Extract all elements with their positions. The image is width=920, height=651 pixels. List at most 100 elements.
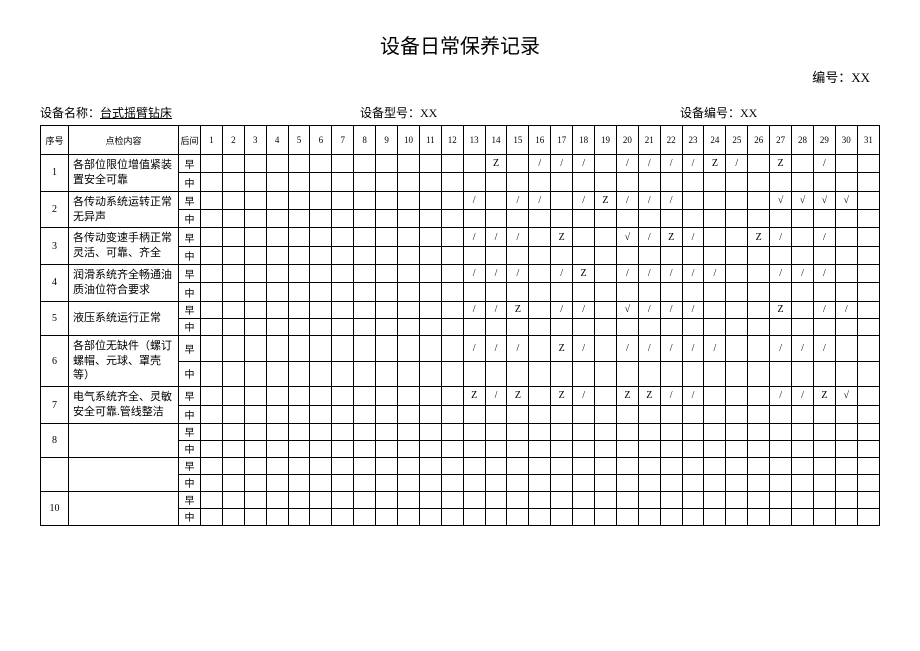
cell-mark — [857, 228, 879, 246]
cell-mark — [704, 440, 726, 457]
cell-mark: √ — [616, 301, 638, 318]
cell-mark — [726, 361, 748, 387]
cell-mark — [551, 361, 573, 387]
table-row: 6各部位无缺件（螺订螺帽、元球、罩壳等）早///Z///////// — [41, 335, 880, 361]
cell-mark — [266, 361, 288, 387]
cell-mark — [266, 440, 288, 457]
equip-model-label: 设备型号： — [360, 106, 420, 120]
cell-mark — [288, 491, 310, 508]
cell-mark — [222, 440, 244, 457]
th-day: 8 — [354, 126, 376, 155]
cell-mark — [201, 508, 223, 525]
cell-mark — [682, 283, 704, 301]
cell-mark: / — [551, 265, 573, 283]
cell-mark: / — [682, 228, 704, 246]
cell-mark — [507, 173, 529, 191]
cell-mark: / — [507, 228, 529, 246]
cell-mark — [419, 265, 441, 283]
cell-mark — [835, 457, 857, 474]
th-day: 9 — [376, 126, 398, 155]
cell-mark — [660, 440, 682, 457]
cell-shift-mid: 中 — [179, 508, 201, 525]
cell-mark — [354, 387, 376, 405]
cell-mark — [266, 191, 288, 209]
cell-mark — [660, 457, 682, 474]
cell-mark — [222, 265, 244, 283]
cell-mark — [398, 457, 420, 474]
th-day: 16 — [529, 126, 551, 155]
cell-mark — [595, 301, 617, 318]
cell-mark: / — [682, 387, 704, 405]
cell-mark — [857, 173, 879, 191]
cell-mark — [376, 361, 398, 387]
table-row: 10早 — [41, 491, 880, 508]
cell-mark — [485, 246, 507, 264]
cell-mark — [813, 457, 835, 474]
cell-mark — [638, 283, 660, 301]
table-row: 早 — [41, 457, 880, 474]
cell-mark — [507, 440, 529, 457]
cell-mark — [748, 423, 770, 440]
cell-mark: / — [638, 228, 660, 246]
th-day: 10 — [398, 126, 420, 155]
cell-mark — [222, 301, 244, 318]
cell-mark — [288, 265, 310, 283]
cell-mark — [244, 210, 266, 228]
cell-mark: / — [485, 265, 507, 283]
cell-mark — [835, 318, 857, 335]
cell-mark — [310, 335, 332, 361]
cell-mark — [857, 440, 879, 457]
cell-shift-mid: 中 — [179, 283, 201, 301]
cell-mark — [376, 283, 398, 301]
cell-mark: / — [463, 301, 485, 318]
cell-mark — [507, 210, 529, 228]
cell-mark — [857, 335, 879, 361]
th-day: 17 — [551, 126, 573, 155]
cell-mark — [792, 423, 814, 440]
cell-mark: / — [660, 155, 682, 173]
cell-mark — [419, 423, 441, 440]
cell-mark — [354, 335, 376, 361]
cell-mark — [704, 246, 726, 264]
cell-seq: 5 — [41, 301, 69, 335]
cell-mark — [244, 508, 266, 525]
cell-mark: / — [813, 301, 835, 318]
cell-mark — [310, 265, 332, 283]
cell-mark — [616, 423, 638, 440]
cell-shift-morning: 早 — [179, 457, 201, 474]
th-day: 15 — [507, 126, 529, 155]
cell-mark — [507, 491, 529, 508]
cell-mark — [310, 405, 332, 423]
cell-mark — [507, 508, 529, 525]
cell-mark — [310, 474, 332, 491]
cell-mark — [310, 361, 332, 387]
cell-mark — [748, 283, 770, 301]
cell-mark — [638, 440, 660, 457]
cell-mark: Z — [573, 265, 595, 283]
cell-mark — [266, 173, 288, 191]
cell-mark — [726, 228, 748, 246]
cell-mark — [266, 228, 288, 246]
cell-mark — [529, 246, 551, 264]
table-row: 8早 — [41, 423, 880, 440]
cell-mark — [376, 508, 398, 525]
cell-mark — [419, 301, 441, 318]
cell-mark: / — [682, 301, 704, 318]
cell-mark — [354, 283, 376, 301]
cell-mark — [792, 155, 814, 173]
cell-mark: / — [529, 155, 551, 173]
cell-mark — [660, 246, 682, 264]
cell-mark — [726, 301, 748, 318]
cell-mark — [398, 301, 420, 318]
cell-mark — [792, 301, 814, 318]
cell-mark — [441, 318, 463, 335]
cell-mark — [857, 405, 879, 423]
cell-mark — [332, 191, 354, 209]
cell-mark — [332, 361, 354, 387]
cell-mark — [441, 405, 463, 423]
cell-mark — [244, 191, 266, 209]
cell-mark — [463, 440, 485, 457]
cell-mark — [551, 283, 573, 301]
cell-mark — [660, 361, 682, 387]
cell-mark — [638, 508, 660, 525]
